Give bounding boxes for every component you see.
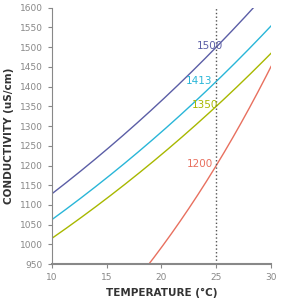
Y-axis label: CONDUCTIVITY (uS/cm): CONDUCTIVITY (uS/cm) — [4, 68, 14, 204]
Text: 1500: 1500 — [196, 41, 223, 51]
X-axis label: TEMPERATURE (°C): TEMPERATURE (°C) — [106, 288, 217, 298]
Text: 1350: 1350 — [192, 100, 219, 110]
Text: 1413: 1413 — [185, 76, 212, 86]
Text: 1200: 1200 — [187, 159, 213, 169]
